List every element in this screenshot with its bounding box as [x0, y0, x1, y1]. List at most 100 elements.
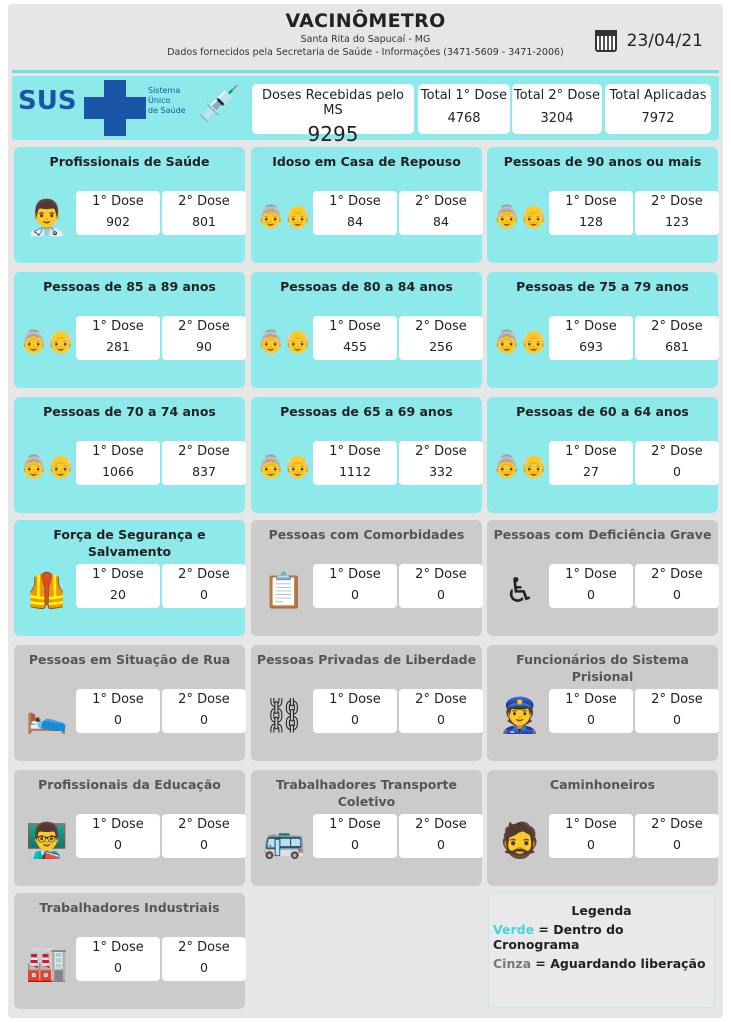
second-dose-box: 2° Dose 0	[635, 441, 719, 485]
group-card: Pessoas com Comorbidades 📋 1° Dose 0 2° D…	[251, 520, 483, 636]
factory-worker-icon: 🏭	[25, 944, 69, 984]
first-dose-box: 1° Dose 693	[549, 316, 633, 360]
first-dose-box: 1° Dose 0	[76, 814, 160, 858]
group-title: Pessoas de 90 anos ou mais	[503, 154, 702, 169]
second-dose-box: 2° Dose 0	[399, 814, 483, 858]
group-card: Trabalhadores Industriais 🏭 1° Dose 0 2° …	[14, 893, 246, 1009]
total-applied: Total Aplicadas 7972	[605, 84, 711, 134]
first-dose-box: 1° Dose 0	[549, 564, 633, 608]
first-dose-box: 1° Dose 20	[76, 564, 160, 608]
group-card: Pessoas de 70 a 74 anos 👵👴 1° Dose 1066 2…	[14, 397, 246, 513]
group-title: Trabalhadores Transporte Coletivo	[276, 777, 457, 809]
total-second-dose: Total 2° Dose 3204	[512, 84, 602, 134]
second-dose-box: 2° Dose 84	[399, 191, 483, 235]
second-dose-box: 2° Dose 123	[635, 191, 719, 235]
group-card: Idoso em Casa de Repouso 👵👴 1° Dose 84 2°…	[251, 147, 483, 263]
homeless-icon: 🛌	[25, 696, 69, 736]
group-title: Pessoas de 60 a 64 anos	[516, 404, 689, 419]
first-dose-box: 1° Dose 902	[76, 191, 160, 235]
second-dose-box: 2° Dose 0	[162, 937, 246, 981]
first-dose-box: 1° Dose 0	[313, 564, 397, 608]
group-title: Pessoas Privadas de Liberdade	[256, 652, 477, 667]
teacher-icon: 👨‍🏫	[25, 821, 69, 861]
group-card: Trabalhadores Transporte Coletivo 🚌 1° D…	[251, 770, 483, 886]
elderly-couple-icon: 👵👴	[257, 330, 312, 355]
second-dose-box: 2° Dose 0	[399, 689, 483, 733]
group-card: Profissionais da Educação 👨‍🏫 1° Dose 0 2…	[14, 770, 246, 886]
date-text: 23/04/21	[626, 31, 703, 51]
elderly-couple-icon: 👵👴	[20, 455, 75, 480]
syringe-icon: 💉	[198, 84, 241, 124]
group-card: Profissionais de Saúde 👨‍⚕️ 1° Dose 902 2…	[14, 147, 246, 263]
group-title: Pessoas de 65 a 69 anos	[280, 404, 453, 419]
second-dose-box: 2° Dose 90	[162, 316, 246, 360]
group-title: Força de Segurança e Salvamento	[53, 527, 206, 559]
group-card: Pessoas de 90 anos ou mais 👵👴 1° Dose 128…	[487, 147, 719, 263]
first-dose-box: 1° Dose 0	[313, 814, 397, 858]
city: Santa Rita do Sapucaí - MG	[300, 34, 431, 45]
total-doses-received: Doses Recebidas pelo MS 9295	[252, 84, 414, 146]
header: VACINÔMETRO Santa Rita do Sapucaí - MG D…	[8, 4, 723, 70]
page-title: VACINÔMETRO	[285, 10, 446, 32]
divider	[12, 70, 719, 73]
second-dose-box: 2° Dose 0	[635, 564, 719, 608]
sus-label: Sistema Único de Saúde	[148, 86, 186, 115]
second-dose-box: 2° Dose 256	[399, 316, 483, 360]
group-title: Profissionais da Educação	[38, 777, 221, 792]
legend-gray: Cinza = Aguardando liberação	[493, 956, 706, 971]
first-dose-box: 1° Dose 84	[313, 191, 397, 235]
health-worker-icon: 👨‍⚕️	[25, 198, 69, 238]
first-dose-box: 1° Dose 455	[313, 316, 397, 360]
group-card: Funcionários do Sistema Prisional 👮 1° D…	[487, 645, 719, 761]
medical-report-icon: 📋	[262, 571, 306, 611]
second-dose-box: 2° Dose 0	[635, 814, 719, 858]
group-card: Pessoas de 75 a 79 anos 👵👴 1° Dose 693 2°…	[487, 272, 719, 388]
dashboard: VACINÔMETRO Santa Rita do Sapucaí - MG D…	[8, 4, 723, 1018]
first-dose-box: 1° Dose 0	[549, 689, 633, 733]
group-title: Pessoas em Situação de Rua	[28, 652, 231, 667]
legend-green: Verde = Dentro do Cronograma	[493, 922, 624, 952]
group-title: Idoso em Casa de Repouso	[272, 154, 461, 169]
group-card: Pessoas Privadas de Liberdade ⛓ 1° Dose 0…	[251, 645, 483, 761]
second-dose-box: 2° Dose 681	[635, 316, 719, 360]
total-first-dose: Total 1° Dose 4768	[418, 84, 510, 134]
second-dose-box: 2° Dose 332	[399, 441, 483, 485]
group-title: Pessoas com Deficiência Grave	[493, 527, 712, 542]
truck-driver-icon: 🧔	[498, 821, 542, 861]
first-dose-box: 1° Dose 1112	[313, 441, 397, 485]
second-dose-box: 2° Dose 837	[162, 441, 246, 485]
first-dose-box: 1° Dose 0	[76, 937, 160, 981]
wheelchair-icon: ♿	[504, 571, 536, 611]
group-title: Profissionais de Saúde	[49, 154, 210, 169]
group-card: Pessoas de 85 a 89 anos 👵👴 1° Dose 281 2°…	[14, 272, 246, 388]
group-title: Pessoas de 80 a 84 anos	[280, 279, 453, 294]
first-dose-box: 1° Dose 128	[549, 191, 633, 235]
first-dose-box: 1° Dose 27	[549, 441, 633, 485]
safety-vest-icon: 🦺	[25, 571, 69, 611]
bus-driver-icon: 🚌	[262, 821, 306, 861]
second-dose-box: 2° Dose 0	[162, 814, 246, 858]
group-card: Pessoas em Situação de Rua 🛌 1° Dose 0 2°…	[14, 645, 246, 761]
elderly-couple-icon: 👵👴	[493, 330, 548, 355]
group-title: Pessoas de 70 a 74 anos	[43, 404, 216, 419]
group-title: Pessoas de 85 a 89 anos	[43, 279, 216, 294]
elderly-couple-icon: 👵👴	[257, 455, 312, 480]
first-dose-box: 1° Dose 1066	[76, 441, 160, 485]
legend-title: Legenda	[571, 903, 632, 918]
sus-cross-icon	[84, 80, 146, 136]
group-title: Trabalhadores Industriais	[39, 900, 220, 915]
legend: Legenda Verde = Dentro do Cronograma Cin…	[488, 892, 715, 1008]
second-dose-box: 2° Dose 0	[635, 689, 719, 733]
first-dose-box: 1° Dose 0	[76, 689, 160, 733]
group-card: Pessoas de 60 a 64 anos 👵👴 1° Dose 27 2° …	[487, 397, 719, 513]
group-card: Força de Segurança e Salvamento 🦺 1° Dos…	[14, 520, 246, 636]
group-card: Pessoas de 80 a 84 anos 👵👴 1° Dose 455 2°…	[251, 272, 483, 388]
handcuffs-icon: ⛓	[262, 696, 306, 736]
second-dose-box: 2° Dose 0	[162, 689, 246, 733]
first-dose-box: 1° Dose 0	[313, 689, 397, 733]
police-officer-icon: 👮	[498, 696, 542, 736]
data-source: Dados fornecidos pela Secretaria de Saúd…	[167, 47, 564, 58]
date-display: 23/04/21	[594, 30, 703, 52]
elderly-couple-icon: 👵👴	[493, 455, 548, 480]
group-title: Funcionários do Sistema Prisional	[516, 652, 689, 684]
